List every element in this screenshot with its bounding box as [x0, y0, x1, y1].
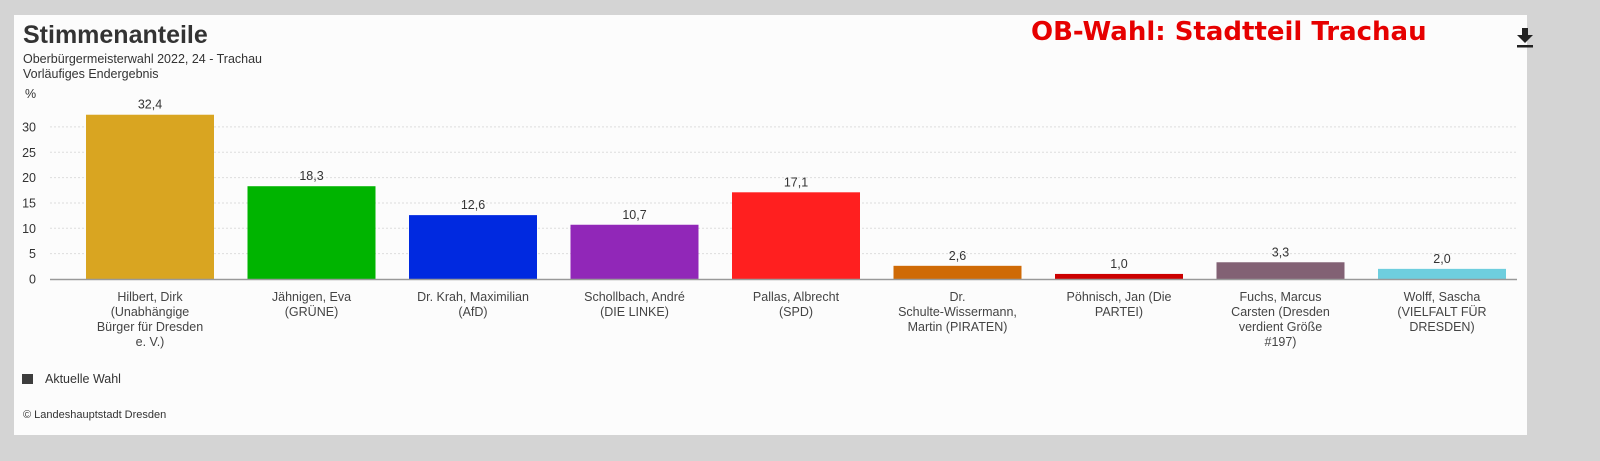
x-tick-label-line: verdient Größe: [1239, 320, 1322, 334]
y-tick-label: 20: [22, 171, 36, 185]
x-tick-label: Pöhnisch, Jan (Die PARTEI): [1067, 290, 1172, 319]
data-label: 2,0: [1433, 252, 1450, 266]
x-tick-label-line: Schulte-Wissermann,: [898, 305, 1017, 319]
x-tick-label-line: (VIELFALT FÜR: [1397, 305, 1486, 319]
bar[interactable]: [409, 215, 537, 279]
x-tick-label-line: #197): [1265, 335, 1297, 349]
x-tick-label-line: (DIE LINKE): [600, 305, 669, 319]
copyright-credit: © Landeshauptstadt Dresden: [23, 409, 167, 421]
x-tick-label-line: Martin (PIRATEN): [908, 320, 1008, 334]
y-tick-label: 0: [29, 273, 36, 287]
data-label: 12,6: [461, 198, 485, 212]
x-tick-label-line: Dr.: [950, 290, 966, 304]
data-label: 10,7: [622, 208, 646, 222]
bar[interactable]: [247, 186, 376, 279]
x-tick-label-line: (Unabhängige: [111, 305, 190, 319]
x-tick-label-line: Bürger für Dresden: [97, 320, 203, 334]
x-tick-label: Jähnigen, Eva (GRÜNE): [272, 290, 351, 319]
y-tick-label: 5: [29, 247, 36, 261]
window-frame: [1527, 0, 1600, 461]
x-tick-label-line: (GRÜNE): [285, 305, 338, 319]
y-tick-label: 15: [22, 196, 36, 210]
data-label: 1,0: [1110, 257, 1127, 271]
x-tick-label-line: DRESDEN): [1409, 320, 1474, 334]
legend[interactable]: Aktuelle Wahl: [22, 372, 121, 386]
bar[interactable]: [1216, 262, 1345, 279]
x-tick-label-line: Hilbert, Dirk: [117, 290, 183, 304]
x-tick-label-line: Schollbach, André: [584, 290, 685, 304]
bar[interactable]: [86, 114, 214, 280]
x-tick-label-line: e. V.): [136, 335, 165, 349]
x-tick-label: Wolff, Sascha (VIELFALT FÜR DRESDEN): [1397, 290, 1486, 334]
x-tick-label-line: PARTEI): [1095, 305, 1143, 319]
x-tick-label-line: Pallas, Albrecht: [753, 290, 840, 304]
chart-title: Stimmenanteile: [23, 21, 208, 49]
x-tick-label: Schollbach, André (DIE LINKE): [584, 290, 685, 319]
brand-title: OB-Wahl: Stadtteil Trachau: [1031, 17, 1427, 47]
x-tick-label: Pallas, Albrecht (SPD): [753, 290, 840, 319]
subtitle-status: Vorläufiges Endergebnis: [23, 66, 159, 81]
download-button[interactable]: [1516, 26, 1534, 48]
bar-chart: 0 5 10 15 20 25 30 32,4 Hilbert, Dirk (Unabhängig…: [22, 98, 1517, 349]
x-tick-label-line: (SPD): [779, 305, 813, 319]
data-label: 32,4: [138, 98, 162, 112]
bar[interactable]: [570, 224, 699, 279]
data-label: 2,6: [949, 249, 966, 263]
x-tick-label: Hilbert, Dirk (Unabhängige Bürger für Dres…: [97, 290, 203, 349]
subtitle-election: Oberbürgermeisterwahl 2022, 24 - Trachau: [23, 52, 263, 66]
bar[interactable]: [893, 265, 1022, 279]
x-tick-label-line: Wolff, Sascha: [1404, 290, 1481, 304]
y-tick-label: 25: [22, 146, 36, 160]
y-axis-unit: %: [25, 87, 37, 101]
chart-subtitle: Oberbürgermeisterwahl 2022, 24 - Trachau…: [23, 52, 262, 81]
bar[interactable]: [1055, 273, 1183, 279]
x-tick-label-line: Pöhnisch, Jan (Die: [1067, 290, 1172, 304]
chart-card: Stimmenanteile Oberbürgermeisterwahl 202…: [14, 15, 1533, 435]
y-tick-label: 30: [22, 120, 36, 134]
x-tick-label-line: Carsten (Dresden: [1231, 305, 1330, 319]
bar[interactable]: [1378, 268, 1506, 279]
x-tick-label-line: Fuchs, Marcus: [1240, 290, 1322, 304]
x-tick-label-line: Jähnigen, Eva: [272, 290, 351, 304]
data-label: 18,3: [299, 169, 323, 183]
x-tick-label: Dr. Schulte-Wissermann, Martin (PIRATEN): [898, 290, 1017, 334]
x-tick-label: Fuchs, Marcus Carsten (Dresden verdient Gr…: [1231, 290, 1330, 349]
data-label: 3,3: [1272, 245, 1289, 259]
download-icon: [1517, 28, 1533, 48]
data-label: 17,1: [784, 175, 808, 189]
bar[interactable]: [732, 192, 860, 279]
legend-label: Aktuelle Wahl: [45, 372, 121, 386]
x-tick-label-line: Dr. Krah, Maximilian: [417, 290, 529, 304]
legend-swatch: [22, 374, 33, 384]
x-tick-label: Dr. Krah, Maximilian (AfD): [417, 290, 529, 319]
x-tick-label-line: (AfD): [458, 305, 487, 319]
y-tick-label: 10: [22, 222, 36, 236]
